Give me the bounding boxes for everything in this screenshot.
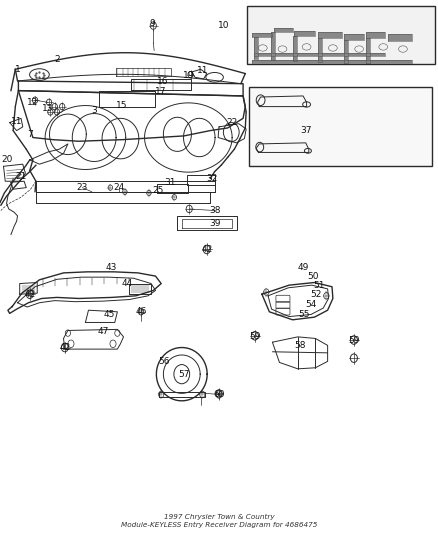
Text: 45: 45 [104,310,115,319]
Text: 19: 19 [183,71,194,80]
Text: 42: 42 [201,245,212,254]
Text: 11: 11 [197,66,208,75]
Text: 51: 51 [313,281,325,289]
Text: 24: 24 [113,183,125,192]
Text: 47: 47 [97,327,109,336]
Text: 12: 12 [27,98,39,107]
FancyBboxPatch shape [247,6,435,64]
Polygon shape [252,60,412,63]
Polygon shape [366,32,385,38]
Text: 54: 54 [305,301,317,309]
Text: 59: 59 [348,336,360,344]
Text: 59: 59 [249,333,261,341]
Polygon shape [318,32,342,38]
Text: 46: 46 [135,308,147,316]
Polygon shape [271,32,275,60]
Text: 57: 57 [178,370,190,378]
Text: 52: 52 [311,290,322,298]
Polygon shape [318,38,322,62]
Polygon shape [293,36,297,61]
Text: 13: 13 [42,104,53,113]
Text: 39: 39 [209,220,220,228]
Text: 3: 3 [91,107,97,115]
Text: 37: 37 [300,126,311,135]
Polygon shape [344,34,364,40]
Text: 10: 10 [218,21,229,30]
Text: 49: 49 [297,263,309,272]
Text: 56: 56 [159,357,170,366]
Text: 15: 15 [116,101,127,110]
Polygon shape [294,31,315,36]
Text: 7: 7 [27,130,33,139]
Text: 11: 11 [11,117,22,126]
Text: 38: 38 [209,206,220,215]
Polygon shape [274,28,293,32]
Polygon shape [344,40,348,63]
Polygon shape [252,33,272,37]
Text: 9: 9 [149,19,155,28]
Polygon shape [366,38,370,63]
Text: 20: 20 [1,156,12,164]
Text: 32: 32 [207,174,218,183]
Text: 42: 42 [24,290,35,298]
Text: 23: 23 [77,183,88,192]
Polygon shape [254,37,258,59]
Text: 1997 Chrysler Town & Country
Module-KEYLESS Entry Receiver Diagram for 4686475: 1997 Chrysler Town & Country Module-KEYL… [121,513,317,528]
Text: 17: 17 [155,87,167,96]
Text: 50: 50 [307,272,319,280]
Text: 43: 43 [106,263,117,272]
Text: 2: 2 [54,55,60,64]
Text: 44: 44 [121,279,133,288]
Text: 25: 25 [152,187,163,195]
Text: 21: 21 [15,173,27,181]
Text: 16: 16 [157,77,169,85]
Text: 60: 60 [213,390,225,399]
Text: 22: 22 [226,118,238,127]
Polygon shape [254,53,385,56]
Polygon shape [388,34,412,41]
Text: 42: 42 [59,343,71,352]
Text: 58: 58 [294,341,306,350]
Text: 1: 1 [14,65,21,74]
Text: 55: 55 [299,310,310,319]
Text: 31: 31 [164,178,176,187]
FancyBboxPatch shape [249,87,432,166]
